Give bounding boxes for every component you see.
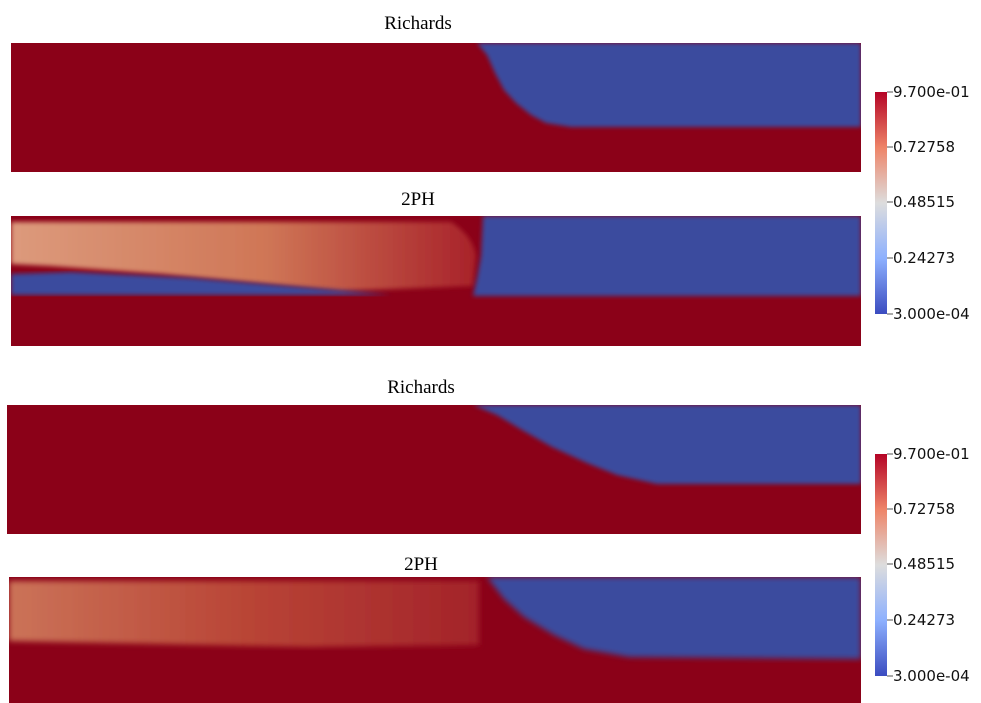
saturation-field-2ph-1 (11, 216, 861, 346)
colorbar-label-max: 9.700e-01 (893, 83, 970, 101)
saturation-field-richards-1 (11, 43, 861, 172)
saturation-field-richards-2 (7, 405, 861, 534)
panel-title-2ph-1: 2PH (401, 189, 435, 210)
panel-title-2ph-2: 2PH (404, 554, 438, 575)
colorbar-gradient (875, 92, 887, 314)
colorbar-label-q1: 0.24273 (893, 249, 955, 267)
colorbar-label-min: 3.000e-04 (893, 667, 970, 685)
panel-title-richards-2: Richards (387, 377, 455, 398)
colorbar-label-mid: 0.48515 (893, 555, 955, 573)
colorbar-label-q3: 0.72758 (893, 138, 955, 156)
colorbar-label-max: 9.700e-01 (893, 445, 970, 463)
colorbar-bottom: 9.700e-01 0.72758 0.48515 0.24273 3.000e… (875, 445, 970, 685)
colorbar-label-q1: 0.24273 (893, 611, 955, 629)
colorbar-top: 9.700e-01 0.72758 0.48515 0.24273 3.000e… (875, 83, 970, 323)
saturation-field-2ph-2 (9, 577, 861, 703)
colorbar-label-mid: 0.48515 (893, 193, 955, 211)
colorbar-label-q3: 0.72758 (893, 500, 955, 518)
colorbar-label-min: 3.000e-04 (893, 305, 970, 323)
colorbar-gradient (875, 454, 887, 676)
panel-title-richards-1: Richards (384, 13, 452, 34)
